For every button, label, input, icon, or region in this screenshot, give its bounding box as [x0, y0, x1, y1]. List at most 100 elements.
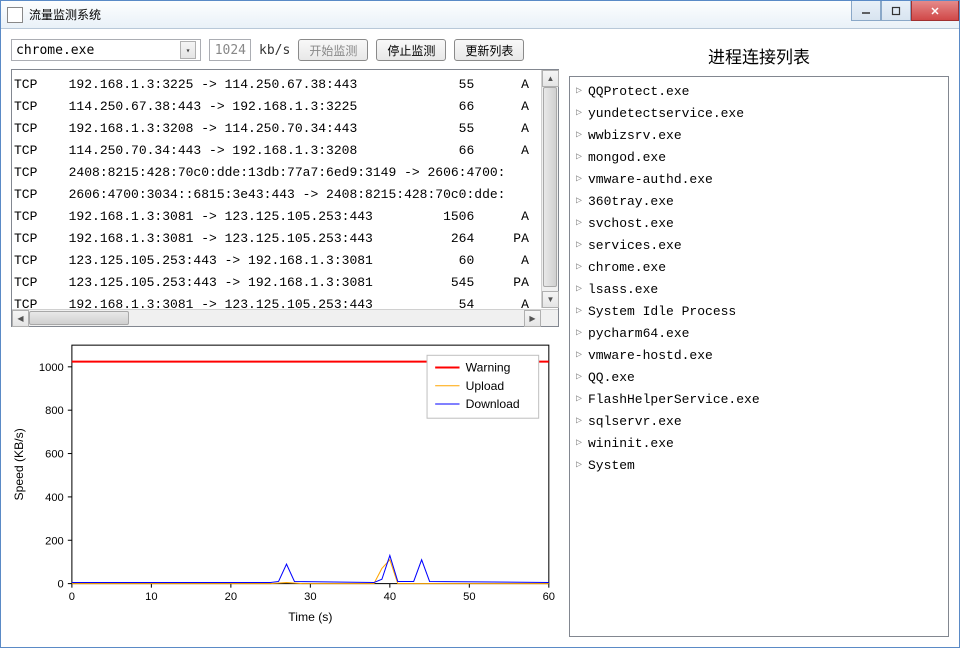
- tree-item[interactable]: ▷vmware-hostd.exe: [572, 345, 946, 367]
- expand-icon: ▷: [576, 147, 588, 169]
- titlebar[interactable]: 流量监测系统: [1, 1, 959, 29]
- tree-item-label: wwbizsrv.exe: [588, 125, 682, 147]
- chart-svg: 010203040506002004006008001000Time (s)Sp…: [11, 335, 559, 629]
- expand-icon: ▷: [576, 213, 588, 235]
- tree-item[interactable]: ▷mongod.exe: [572, 147, 946, 169]
- expand-icon: ▷: [576, 103, 588, 125]
- content-area: chrome.exe ▾ 1024 kb/s 开始监测 停止监测 更新列表 TC…: [1, 29, 959, 647]
- horizontal-scrollbar[interactable]: ◀ ▶: [12, 309, 558, 326]
- left-panel: chrome.exe ▾ 1024 kb/s 开始监测 停止监测 更新列表 TC…: [11, 39, 559, 637]
- tree-item[interactable]: ▷vmware-authd.exe: [572, 169, 946, 191]
- tree-item-label: 360tray.exe: [588, 191, 674, 213]
- process-list-title: 进程连接列表: [569, 39, 949, 76]
- connection-log: TCP 192.168.1.3:3225 -> 114.250.67.38:44…: [11, 69, 559, 327]
- svg-text:Download: Download: [466, 397, 520, 411]
- close-button[interactable]: [911, 1, 959, 21]
- tree-item-label: QQ.exe: [588, 367, 635, 389]
- svg-text:10: 10: [145, 591, 157, 603]
- toolbar: chrome.exe ▾ 1024 kb/s 开始监测 停止监测 更新列表: [11, 39, 559, 61]
- expand-icon: ▷: [576, 279, 588, 301]
- minimize-button[interactable]: [851, 1, 881, 21]
- scroll-right-icon[interactable]: ▶: [524, 310, 541, 327]
- expand-icon: ▷: [576, 433, 588, 455]
- svg-text:20: 20: [225, 591, 237, 603]
- tree-item-label: System: [588, 455, 635, 477]
- tree-item[interactable]: ▷wininit.exe: [572, 433, 946, 455]
- stop-button[interactable]: 停止监测: [376, 39, 446, 61]
- svg-text:0: 0: [58, 579, 64, 591]
- tree-item[interactable]: ▷360tray.exe: [572, 191, 946, 213]
- window-controls: [851, 1, 959, 21]
- process-tree[interactable]: ▷QQProtect.exe▷yundetectservice.exe▷wwbi…: [569, 76, 949, 637]
- svg-text:Speed (KB/s): Speed (KB/s): [12, 428, 26, 500]
- expand-icon: ▷: [576, 345, 588, 367]
- tree-item[interactable]: ▷System: [572, 455, 946, 477]
- svg-text:Upload: Upload: [466, 379, 505, 393]
- threshold-input[interactable]: 1024: [209, 39, 251, 61]
- expand-icon: ▷: [576, 411, 588, 433]
- tree-item[interactable]: ▷sqlservr.exe: [572, 411, 946, 433]
- tree-item[interactable]: ▷wwbizsrv.exe: [572, 125, 946, 147]
- vertical-scrollbar[interactable]: ▲ ▼: [541, 70, 558, 308]
- hscroll-thumb[interactable]: [29, 311, 129, 325]
- scroll-up-icon[interactable]: ▲: [542, 70, 559, 87]
- tree-item-label: vmware-authd.exe: [588, 169, 713, 191]
- log-content[interactable]: TCP 192.168.1.3:3225 -> 114.250.67.38:44…: [12, 70, 558, 309]
- tree-item[interactable]: ▷svchost.exe: [572, 213, 946, 235]
- speed-chart: 010203040506002004006008001000Time (s)Sp…: [11, 335, 559, 637]
- maximize-button[interactable]: [881, 1, 911, 21]
- tree-item-label: svchost.exe: [588, 213, 674, 235]
- unit-label: kb/s: [259, 43, 290, 58]
- scroll-thumb[interactable]: [543, 87, 557, 287]
- tree-item-label: vmware-hostd.exe: [588, 345, 713, 367]
- right-panel: 进程连接列表 ▷QQProtect.exe▷yundetectservice.e…: [569, 39, 949, 637]
- svg-text:60: 60: [543, 591, 555, 603]
- tree-item-label: lsass.exe: [588, 279, 658, 301]
- tree-item[interactable]: ▷QQProtect.exe: [572, 81, 946, 103]
- svg-text:1000: 1000: [39, 362, 64, 374]
- svg-text:Warning: Warning: [466, 361, 511, 375]
- expand-icon: ▷: [576, 235, 588, 257]
- tree-item-label: mongod.exe: [588, 147, 666, 169]
- scroll-left-icon[interactable]: ◀: [12, 310, 29, 327]
- tree-item[interactable]: ▷lsass.exe: [572, 279, 946, 301]
- tree-item[interactable]: ▷services.exe: [572, 235, 946, 257]
- tree-item-label: chrome.exe: [588, 257, 666, 279]
- svg-text:Time (s): Time (s): [288, 610, 332, 624]
- tree-item-label: services.exe: [588, 235, 682, 257]
- tree-item-label: System Idle Process: [588, 301, 736, 323]
- svg-text:40: 40: [384, 591, 396, 603]
- tree-item[interactable]: ▷System Idle Process: [572, 301, 946, 323]
- expand-icon: ▷: [576, 169, 588, 191]
- expand-icon: ▷: [576, 257, 588, 279]
- start-button[interactable]: 开始监测: [298, 39, 368, 61]
- refresh-button[interactable]: 更新列表: [454, 39, 524, 61]
- tree-item[interactable]: ▷yundetectservice.exe: [572, 103, 946, 125]
- svg-text:400: 400: [45, 492, 64, 504]
- tree-item-label: QQProtect.exe: [588, 81, 689, 103]
- tree-item-label: sqlservr.exe: [588, 411, 682, 433]
- svg-text:800: 800: [45, 405, 64, 417]
- expand-icon: ▷: [576, 125, 588, 147]
- expand-icon: ▷: [576, 191, 588, 213]
- chevron-down-icon: ▾: [180, 41, 196, 59]
- expand-icon: ▷: [576, 81, 588, 103]
- tree-item-label: pycharm64.exe: [588, 323, 689, 345]
- window-title: 流量监测系统: [29, 6, 959, 23]
- expand-icon: ▷: [576, 367, 588, 389]
- app-icon: [7, 7, 23, 23]
- app-window: 流量监测系统 chrome.exe ▾ 1024 kb/s 开始监测 停止监测 …: [0, 0, 960, 648]
- svg-text:30: 30: [304, 591, 316, 603]
- tree-item[interactable]: ▷pycharm64.exe: [572, 323, 946, 345]
- tree-item[interactable]: ▷QQ.exe: [572, 367, 946, 389]
- process-combo[interactable]: chrome.exe ▾: [11, 39, 201, 61]
- tree-item[interactable]: ▷FlashHelperService.exe: [572, 389, 946, 411]
- scroll-down-icon[interactable]: ▼: [542, 291, 559, 308]
- svg-text:50: 50: [463, 591, 475, 603]
- process-combo-value: chrome.exe: [16, 43, 94, 58]
- tree-item-label: yundetectservice.exe: [588, 103, 744, 125]
- svg-text:200: 200: [45, 535, 64, 547]
- tree-item[interactable]: ▷chrome.exe: [572, 257, 946, 279]
- tree-item-label: FlashHelperService.exe: [588, 389, 760, 411]
- expand-icon: ▷: [576, 455, 588, 477]
